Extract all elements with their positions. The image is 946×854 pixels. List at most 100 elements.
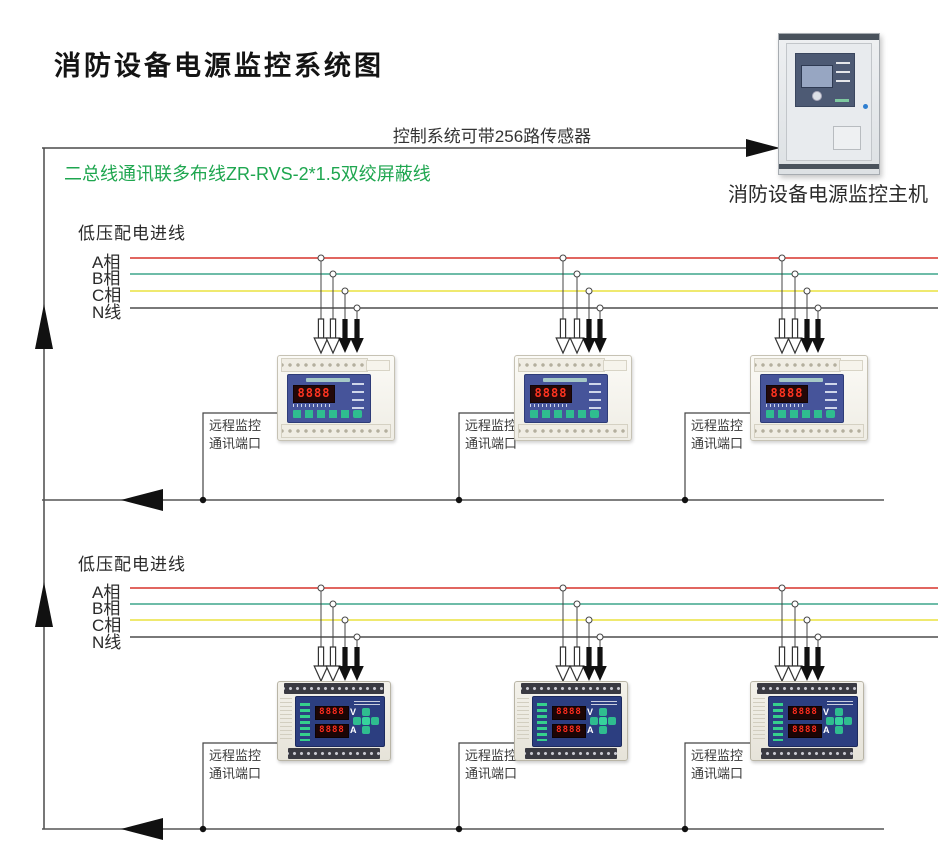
- remote-port-label: 远程监控 通讯端口: [465, 418, 518, 451]
- set-button: [826, 410, 835, 418]
- current-display: 8888: [552, 724, 586, 738]
- device-front-panel: 8888: [524, 374, 608, 423]
- host-link: [42, 139, 780, 157]
- down-button: [362, 726, 370, 734]
- left-arrow-icon: [121, 818, 163, 840]
- led-column: [300, 703, 310, 741]
- status-indicators: [352, 383, 364, 409]
- enter-button: [599, 717, 607, 725]
- power-monitor-device: 8888 V 8888 A: [277, 681, 391, 761]
- terminal-strip-bottom: [288, 748, 380, 759]
- junction-dots: [199, 825, 689, 833]
- left-button: [590, 717, 598, 725]
- remote-port-label: 远程监控 通讯端口: [465, 748, 518, 781]
- scale-ticks: [766, 404, 806, 407]
- phase-label-b: B相: [92, 269, 121, 288]
- terminal-strip-bottom: [761, 748, 853, 759]
- voltage-unit-label: V: [587, 707, 594, 717]
- seven-segment-display: 8888: [293, 385, 335, 403]
- device-front-panel: 8888 V 8888 A: [532, 696, 622, 747]
- host-top-trim: [779, 34, 879, 40]
- terminal-strip-bottom: [525, 748, 617, 759]
- current-display: 8888: [788, 724, 822, 738]
- seven-segment-display: 8888: [766, 385, 808, 403]
- right-button: [844, 717, 852, 725]
- right-button: [608, 717, 616, 725]
- device-nameplate: [306, 378, 350, 382]
- function-buttons: [530, 410, 588, 418]
- phase-label-n: N线: [92, 303, 122, 322]
- monitor-host-image: [778, 33, 880, 175]
- voltage-display: 8888: [788, 706, 822, 720]
- host-paper-slot: [833, 126, 861, 150]
- tap-drops: [778, 584, 822, 650]
- up-button: [599, 708, 607, 716]
- remote-port-label: 远程监控 通讯端口: [209, 418, 262, 451]
- current-unit-label: A: [823, 725, 830, 735]
- status-indicators: [589, 383, 601, 409]
- phase-label-c: C相: [92, 616, 122, 635]
- status-indicators: [825, 383, 837, 409]
- enter-button: [362, 717, 370, 725]
- terminal-strip-bottom: [518, 424, 628, 438]
- device-front-panel: 8888 V 8888 A: [295, 696, 385, 747]
- host-bottom-trim: [779, 164, 879, 169]
- comm-connectors: [202, 412, 750, 500]
- voltage-unit-label: V: [823, 707, 830, 717]
- up-button: [835, 708, 843, 716]
- device-nameplate: [779, 378, 823, 382]
- section1-wiring: [42, 254, 938, 511]
- left-button: [353, 717, 361, 725]
- scale-ticks: [293, 404, 333, 407]
- right-button: [371, 717, 379, 725]
- power-monitor-device: 8888 V 8888 A: [750, 681, 864, 761]
- up-arrow-icon: [35, 304, 53, 349]
- terminal-strip-top: [518, 358, 605, 372]
- seven-segment-display: 8888: [530, 385, 572, 403]
- feed-label: 低压配电进线: [78, 224, 186, 243]
- tap-drops: [317, 584, 361, 650]
- section2-wiring: [42, 584, 938, 840]
- set-button: [590, 410, 599, 418]
- remote-port-label: 远程监控 通讯端口: [691, 418, 744, 451]
- terminal-strip-bottom: [281, 424, 391, 438]
- terminal-strip-bottom: [754, 424, 864, 438]
- current-unit-label: A: [587, 725, 594, 735]
- scale-ticks: [530, 404, 570, 407]
- device-nameplate: [827, 701, 853, 707]
- comm-connectors: [202, 742, 750, 829]
- function-buttons: [766, 410, 824, 418]
- remote-port-label: 远程监控 通讯端口: [691, 748, 744, 781]
- navigation-buttons: [590, 708, 616, 734]
- terminal-strip-top: [281, 358, 368, 372]
- up-arrow-icon: [35, 582, 53, 627]
- host-label: 消防设备电源监控主机: [728, 184, 928, 206]
- led-column: [773, 703, 783, 741]
- device-nameplate: [354, 701, 380, 707]
- vent-slots: [753, 698, 765, 742]
- power-monitor-device: 8888 V 8888 A: [514, 681, 628, 761]
- navigation-buttons: [353, 708, 379, 734]
- vent-slots: [280, 698, 292, 742]
- host-lock-icon: [863, 104, 868, 109]
- tap-drops: [778, 254, 822, 322]
- phase-label-a: A相: [92, 583, 121, 602]
- led-column: [537, 703, 547, 741]
- phase-label-b: B相: [92, 599, 121, 618]
- blank-plate: [839, 360, 863, 371]
- device-front-panel: 8888 V 8888 A: [768, 696, 858, 747]
- blank-plate: [603, 360, 627, 371]
- left-button: [826, 717, 834, 725]
- tap-drops: [317, 254, 361, 322]
- power-monitor-device: 8888: [750, 355, 868, 441]
- voltage-unit-label: V: [350, 707, 357, 717]
- terminal-strip-top: [284, 683, 384, 694]
- bus-type-label: 二总线通讯联多布线ZR-RVS-2*1.5双绞屏蔽线: [64, 164, 431, 184]
- host-lcd-screen: [801, 65, 833, 88]
- left-riser: [35, 148, 53, 829]
- host-door: [786, 43, 872, 161]
- power-monitor-device: 8888: [514, 355, 632, 441]
- host-round-button: [812, 91, 822, 101]
